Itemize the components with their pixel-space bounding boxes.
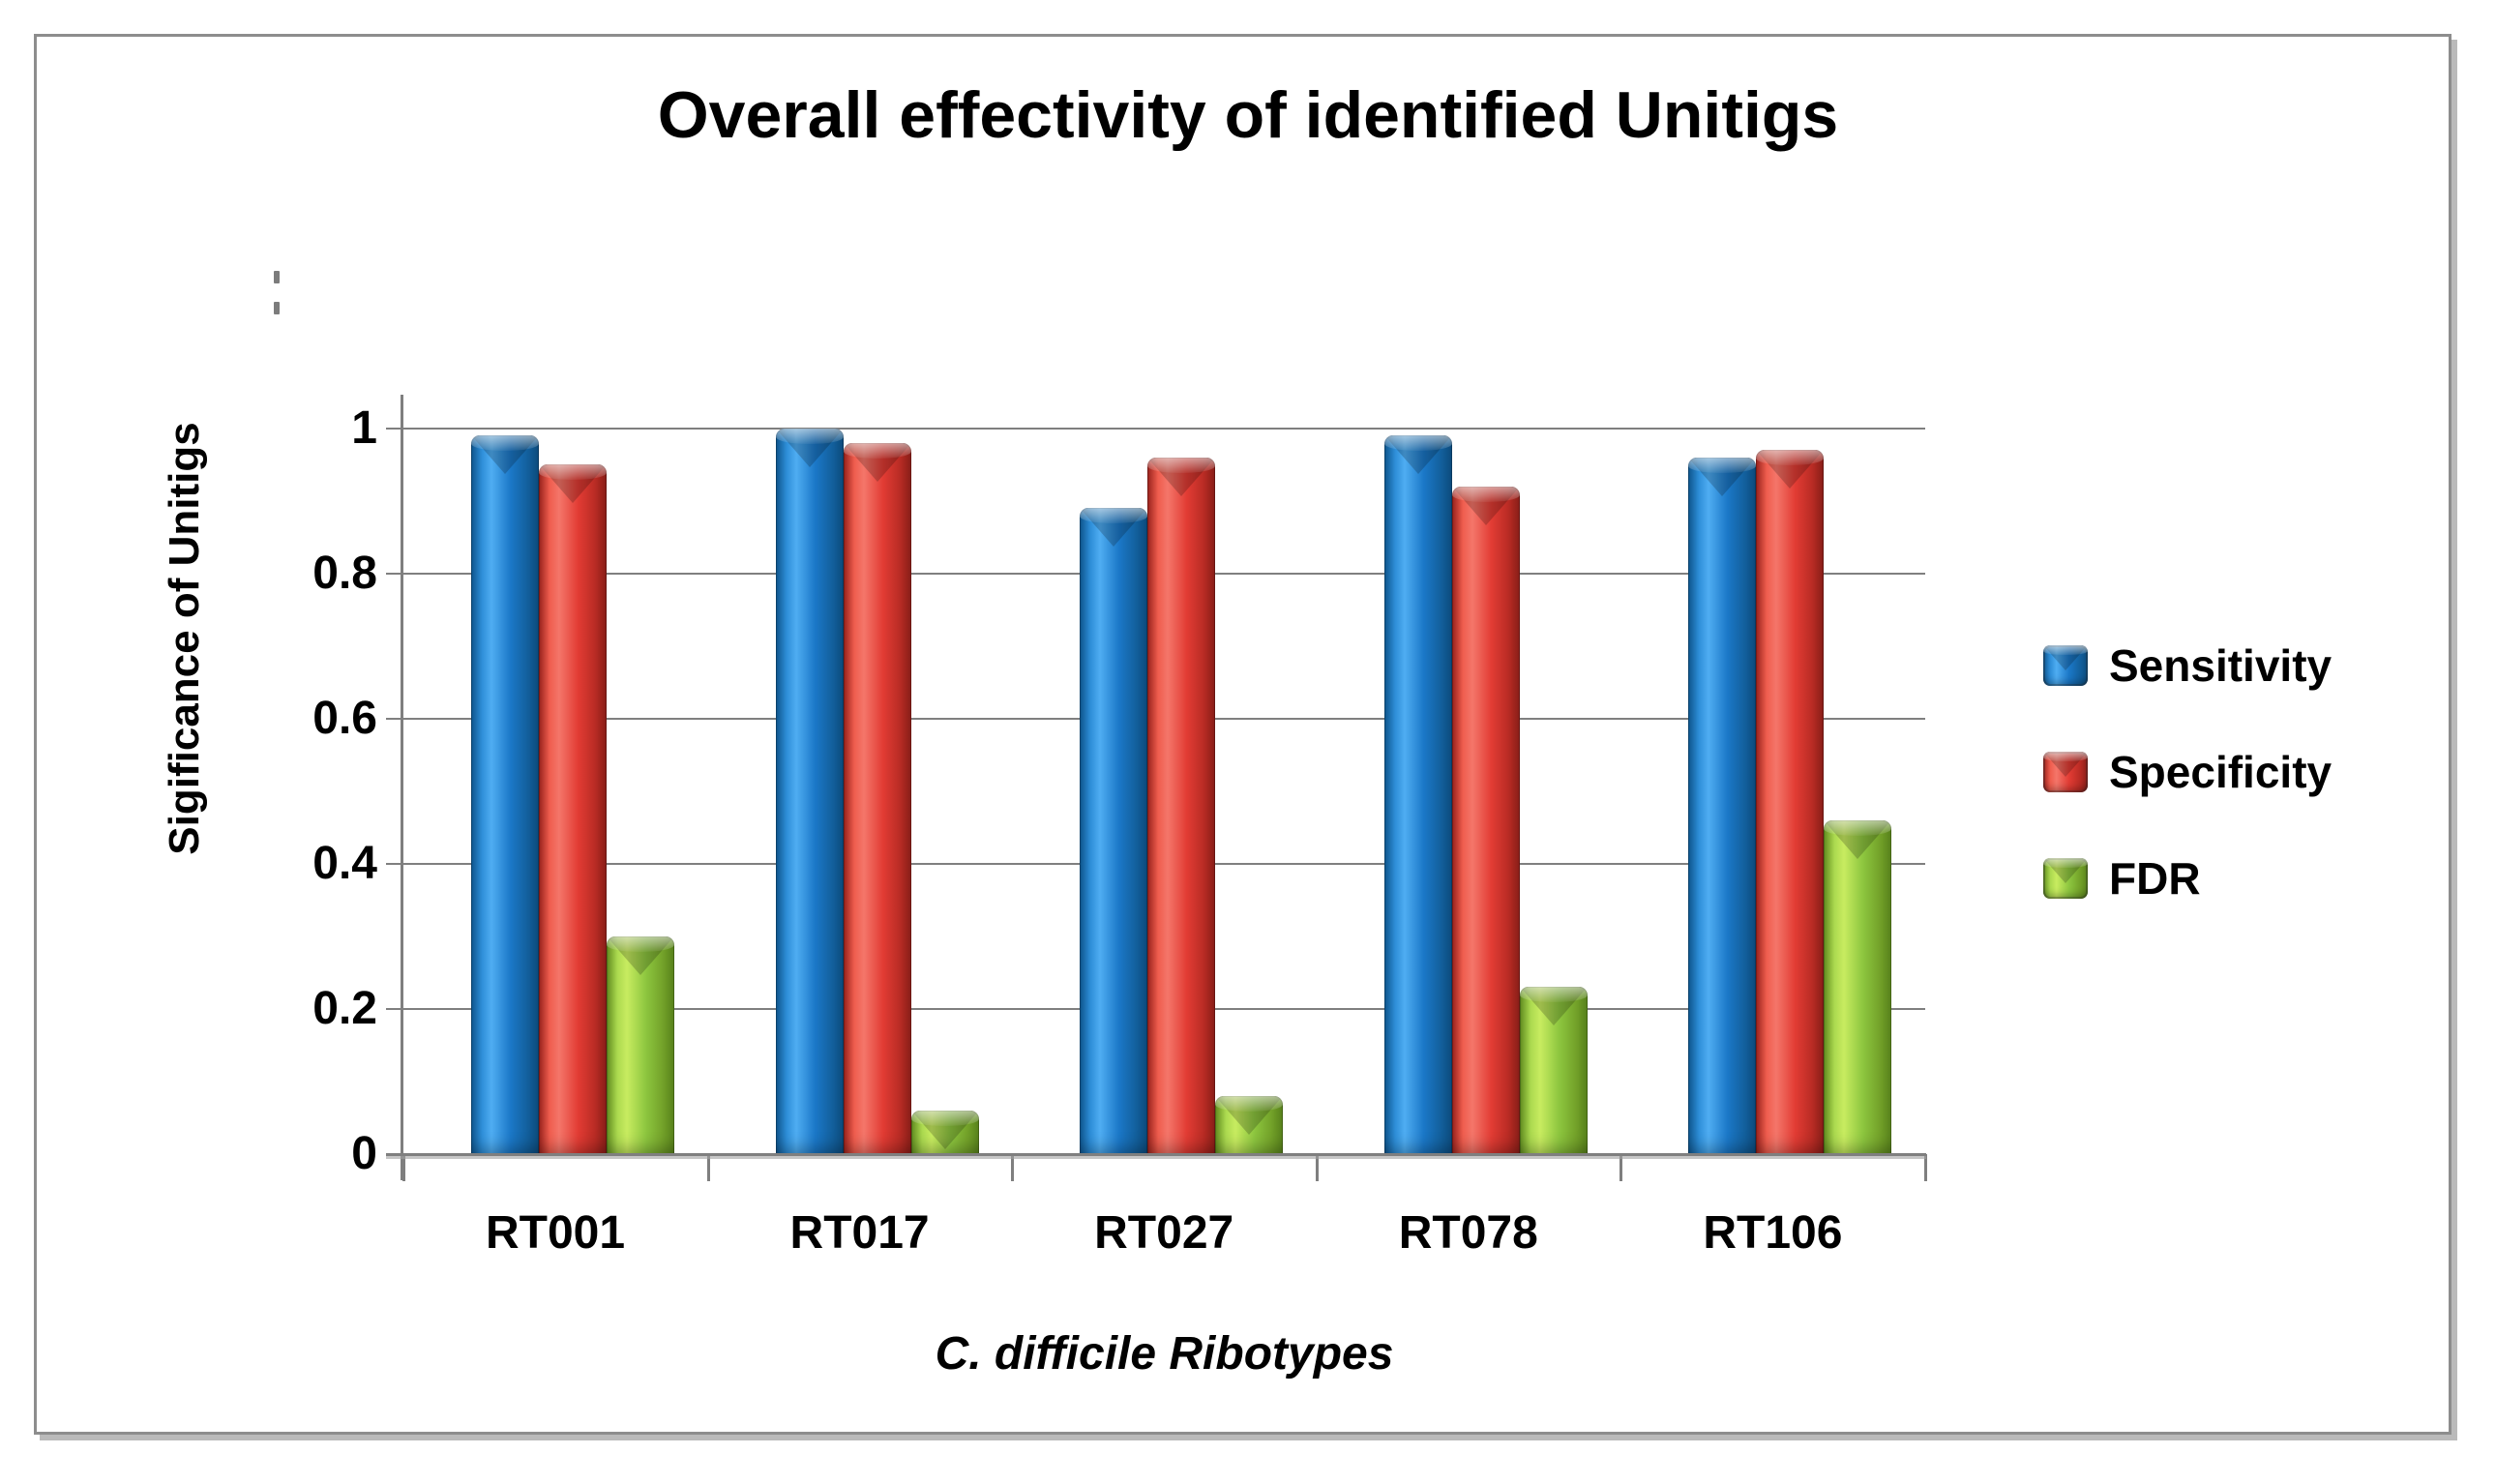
- bar-fdr-rt027[interactable]: [1215, 1096, 1283, 1154]
- x-axis-tick: [1924, 1154, 1927, 1181]
- bar-specificity-rt106[interactable]: [1756, 450, 1824, 1154]
- y-axis-line: [401, 395, 403, 1180]
- bar-sensitivity-rt027[interactable]: [1080, 508, 1147, 1154]
- legend-marker-fdr: [2043, 858, 2088, 899]
- x-axis-tick: [706, 1154, 710, 1181]
- x-category-label-rt078: RT078: [1398, 1207, 1538, 1259]
- gridline-y-1: [386, 428, 1925, 430]
- bar-sensitivity-rt001[interactable]: [471, 435, 539, 1154]
- bar-sensitivity-rt017[interactable]: [776, 429, 844, 1154]
- bar-specificity-rt001[interactable]: [539, 464, 607, 1154]
- x-category-label-rt106: RT106: [1703, 1207, 1843, 1259]
- bar-sensitivity-rt078[interactable]: [1384, 435, 1452, 1154]
- legend-item-fdr[interactable]: FDR: [2043, 853, 2201, 904]
- legend-label: FDR: [2109, 853, 2201, 904]
- bar-fdr-rt106[interactable]: [1824, 820, 1891, 1154]
- bar-sensitivity-rt106[interactable]: [1688, 458, 1756, 1154]
- x-axis-tick: [402, 1154, 405, 1181]
- x-category-label-rt017: RT017: [789, 1207, 930, 1259]
- y-tick-label: 0.6: [312, 693, 377, 744]
- x-axis-tick: [1011, 1154, 1015, 1181]
- y-tick-label: 1: [351, 402, 377, 454]
- bar-fdr-rt078[interactable]: [1520, 987, 1588, 1154]
- legend-marker-sensitivity: [2043, 645, 2088, 686]
- x-axis-tick: [1619, 1154, 1623, 1181]
- bar-specificity-rt017[interactable]: [844, 443, 911, 1154]
- y-tick-label: 0: [351, 1128, 377, 1179]
- x-category-label-rt027: RT027: [1094, 1207, 1234, 1259]
- legend-item-specificity[interactable]: Specificity: [2043, 747, 2332, 797]
- x-axis-tick: [1315, 1154, 1319, 1181]
- chart-frame: [34, 34, 2451, 1435]
- bar-specificity-rt027[interactable]: [1147, 458, 1215, 1154]
- bar-specificity-rt078[interactable]: [1452, 487, 1520, 1154]
- artifact-speck-top: [274, 271, 280, 283]
- x-axis-line: [386, 1153, 1926, 1156]
- bar-fdr-rt017[interactable]: [911, 1111, 979, 1154]
- y-axis-title: Sigificance of Unitigs: [161, 422, 208, 855]
- y-tick-label: 0.8: [312, 548, 377, 599]
- chart-title: Overall effectivity of identified Unitig…: [657, 78, 1839, 152]
- x-category-label-rt001: RT001: [485, 1207, 626, 1259]
- legend-label: Specificity: [2109, 747, 2333, 797]
- x-axis-title: C. difficile Ribotypes: [935, 1328, 1394, 1380]
- bar-fdr-rt001[interactable]: [607, 936, 674, 1154]
- legend-label: Sensitivity: [2109, 640, 2333, 691]
- legend-marker-specificity: [2043, 752, 2088, 792]
- y-tick-label: 0.2: [312, 983, 377, 1034]
- y-tick-label: 0.4: [312, 838, 377, 889]
- artifact-speck-bottom: [274, 302, 280, 314]
- legend-item-sensitivity[interactable]: Sensitivity: [2043, 640, 2332, 691]
